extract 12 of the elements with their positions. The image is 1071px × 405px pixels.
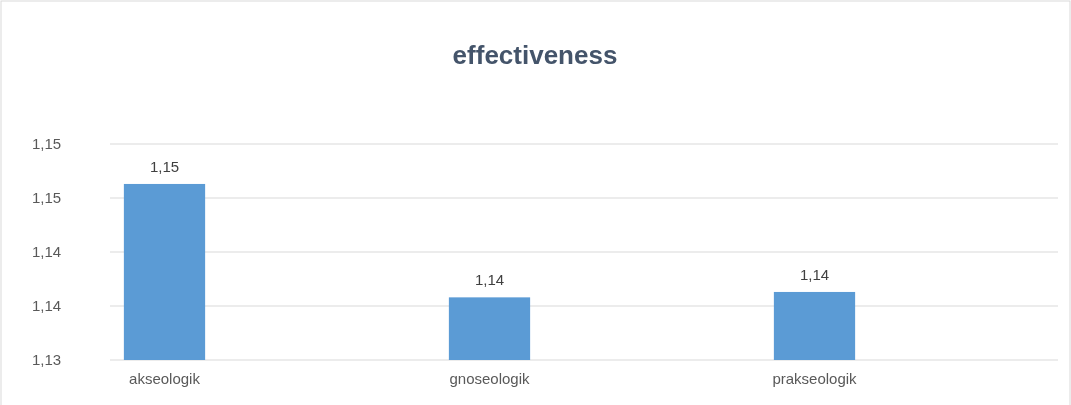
y-tick-label: 1,14 [32,243,62,261]
x-tick-label: gnoseologik [449,370,531,387]
chart-title: effectiveness [452,40,618,70]
x-tick-label: prakseologik [772,370,858,387]
y-tick-label: 1,13 [32,351,62,369]
data-label: 1,14 [799,265,830,283]
y-tick-label: 1,15 [32,135,62,153]
data-label: 1,14 [474,271,505,289]
y-tick-label: 1,15 [32,189,62,207]
x-tick-label: akseologik [129,370,201,387]
data-label: 1,15 [149,157,180,175]
y-tick-label: 1,14 [32,297,62,315]
